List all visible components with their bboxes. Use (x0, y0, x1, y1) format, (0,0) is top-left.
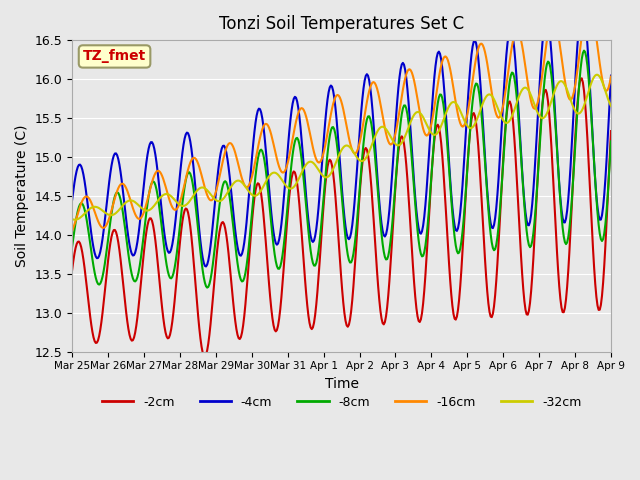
X-axis label: Time: Time (324, 377, 358, 391)
Text: TZ_fmet: TZ_fmet (83, 49, 146, 63)
Title: Tonzi Soil Temperatures Set C: Tonzi Soil Temperatures Set C (219, 15, 464, 33)
Y-axis label: Soil Temperature (C): Soil Temperature (C) (15, 125, 29, 267)
Legend: -2cm, -4cm, -8cm, -16cm, -32cm: -2cm, -4cm, -8cm, -16cm, -32cm (97, 391, 586, 414)
